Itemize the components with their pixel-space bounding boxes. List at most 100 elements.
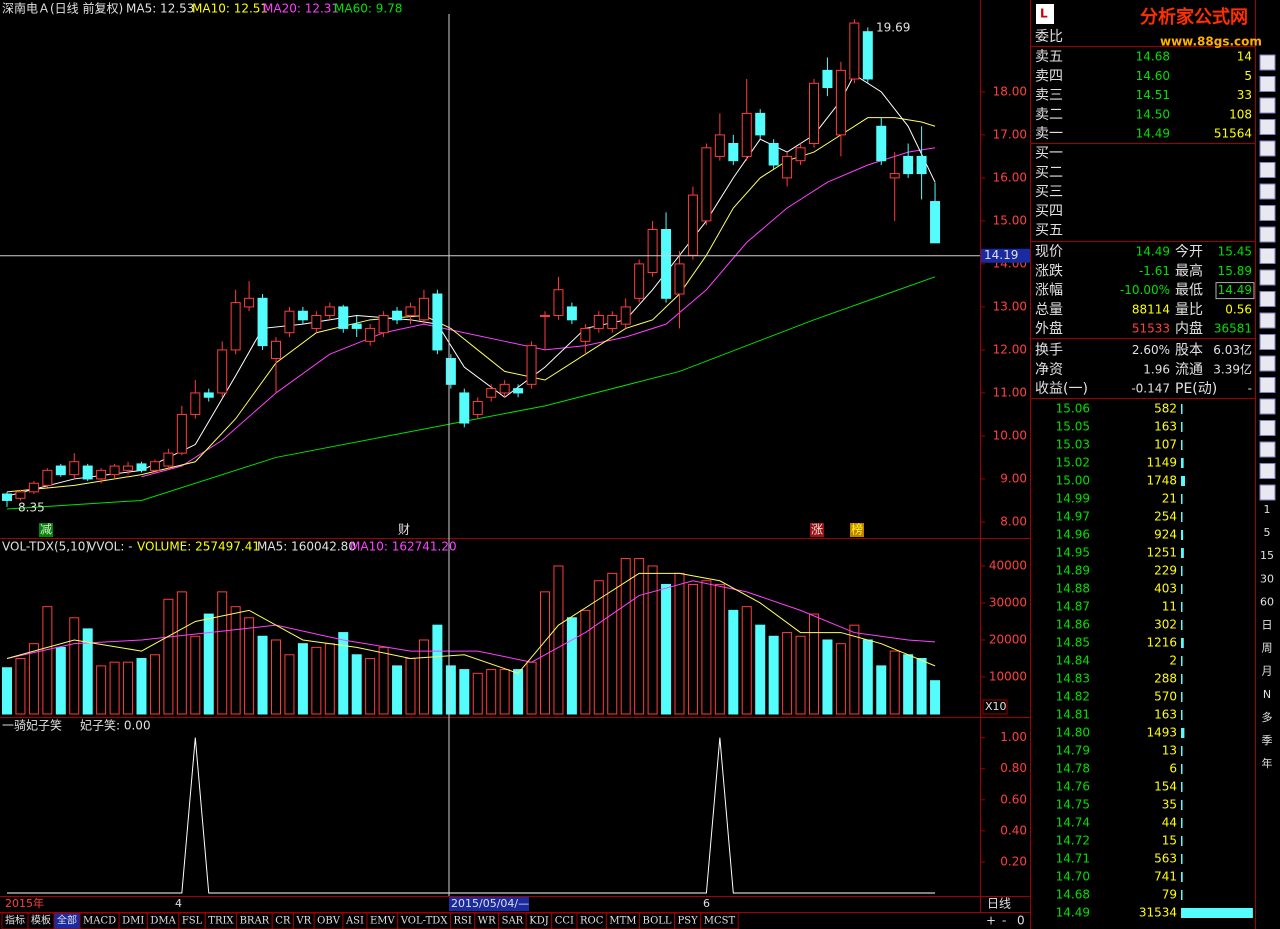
tab[interactable]: MACD [83, 916, 116, 927]
trade-price: 14.84 [1056, 654, 1090, 668]
tool-icon[interactable] [1259, 420, 1276, 436]
trade-bar [1181, 530, 1184, 540]
period-button[interactable]: 年 [1262, 756, 1273, 770]
candle-body [432, 293, 443, 351]
tab[interactable]: TRIX [208, 916, 234, 927]
tab[interactable]: RSI [453, 916, 471, 927]
tab[interactable]: MTM [609, 916, 636, 927]
tab-bg[interactable] [700, 912, 739, 929]
volume-bar [661, 583, 672, 715]
volume-bar [176, 591, 187, 715]
tool-icon[interactable] [1259, 484, 1276, 501]
tool-icon[interactable] [1259, 398, 1276, 415]
period-button[interactable]: 1 [1264, 503, 1271, 516]
trade-volume: 403 [1154, 582, 1177, 596]
tool-icon[interactable] [1259, 312, 1276, 329]
zoom-button[interactable]: + [986, 914, 996, 928]
volume-bar [123, 661, 134, 715]
tool-icon[interactable] [1259, 377, 1276, 393]
book-label: 买三 [1035, 184, 1063, 200]
stat-value: 0.56 [1225, 302, 1252, 316]
stat-label: 涨跌 [1035, 263, 1063, 279]
tool-icon[interactable] [1259, 183, 1276, 200]
tool-icon[interactable] [1259, 334, 1276, 350]
tool-icon[interactable] [1259, 54, 1276, 71]
tab[interactable]: ROC [580, 916, 604, 927]
candle-body [822, 69, 833, 89]
tab[interactable]: BRAR [240, 916, 270, 927]
zoom-button[interactable]: 0 [1017, 914, 1025, 928]
book-volume: 33 [1237, 88, 1252, 102]
tab[interactable]: KDJ [529, 916, 549, 927]
period-button[interactable]: 15 [1260, 549, 1274, 562]
value-box [1215, 282, 1255, 300]
stat-value: 6.03亿 [1213, 342, 1252, 357]
volume-bar [755, 624, 766, 715]
tab[interactable]: SAR [502, 916, 524, 927]
tool-icon[interactable] [1259, 226, 1276, 243]
trade-bar [1181, 674, 1183, 684]
trade-price: 14.89 [1056, 564, 1090, 578]
tab[interactable]: 模板 [31, 914, 51, 927]
tab[interactable]: VR [295, 916, 311, 927]
trade-volume: 582 [1154, 402, 1177, 416]
y-tick-label: 18.00 [993, 84, 1027, 98]
tab[interactable]: DMI [122, 916, 144, 927]
tool-icon[interactable] [1259, 140, 1276, 157]
tab[interactable]: VOL-TDX [400, 916, 449, 927]
tab[interactable]: CCI [555, 916, 574, 927]
tool-icon[interactable] [1259, 119, 1276, 135]
tool-icon[interactable] [1259, 162, 1276, 178]
cursor-date: 2015/05/04/— [451, 897, 529, 910]
period-button[interactable]: N [1263, 688, 1271, 701]
volume-bar [230, 606, 241, 715]
tool-icon[interactable] [1259, 269, 1276, 286]
stat-label: 总量 [1035, 302, 1063, 318]
candle-body [714, 134, 725, 157]
period-button[interactable]: 日 [1262, 619, 1273, 632]
period-button[interactable]: 30 [1260, 572, 1274, 585]
period-button[interactable]: 5 [1264, 526, 1271, 539]
trade-price: 15.05 [1056, 420, 1090, 434]
tab[interactable]: DMA [150, 916, 176, 927]
trade-volume: 35 [1162, 798, 1177, 812]
tab[interactable]: OBV [317, 916, 341, 927]
tab[interactable]: ASI [345, 916, 364, 927]
volume-bar [620, 558, 631, 715]
period-button[interactable]: 月 [1262, 665, 1273, 678]
trade-price: 15.03 [1056, 438, 1090, 452]
event-marker: 财 [398, 523, 410, 537]
tab[interactable]: 指标 [5, 914, 25, 927]
tab[interactable]: CR [275, 916, 291, 927]
tool-icon[interactable] [1259, 441, 1276, 458]
tool-icon[interactable] [1259, 355, 1276, 372]
period-button[interactable]: 60 [1260, 595, 1274, 608]
trade-volume: 1493 [1146, 726, 1177, 740]
tool-icon[interactable] [1259, 248, 1276, 264]
tool-icon[interactable] [1259, 463, 1276, 479]
zoom-button[interactable]: - [1002, 914, 1006, 928]
tab[interactable]: WR [478, 916, 496, 927]
tab[interactable]: MCST [704, 916, 736, 927]
tool-icon[interactable] [1259, 97, 1276, 114]
tab[interactable]: PSY [678, 916, 699, 927]
y-tick-label: 0.80 [1000, 761, 1027, 775]
tab[interactable]: 全部 [57, 914, 77, 927]
tab[interactable]: BOLL [643, 916, 672, 927]
tool-icon[interactable] [1259, 291, 1276, 307]
trade-volume: 11 [1162, 600, 1177, 614]
tab[interactable]: FSL [182, 916, 203, 927]
volume-bar [526, 661, 537, 715]
tab[interactable]: EMV [370, 916, 396, 927]
stat-label: 内盘 [1175, 320, 1203, 337]
period-button[interactable]: 季 [1262, 734, 1273, 747]
period-button[interactable]: 多 [1262, 710, 1273, 724]
candle-body [930, 201, 941, 244]
event-marker-bg [39, 523, 53, 537]
period-button[interactable]: 周 [1262, 642, 1273, 655]
quote-label: 委比 [1035, 29, 1063, 45]
tool-icon[interactable] [1259, 76, 1276, 92]
event-marker-bg [850, 523, 864, 537]
tool-icon[interactable] [1259, 205, 1276, 221]
trade-price: 14.80 [1056, 726, 1090, 740]
